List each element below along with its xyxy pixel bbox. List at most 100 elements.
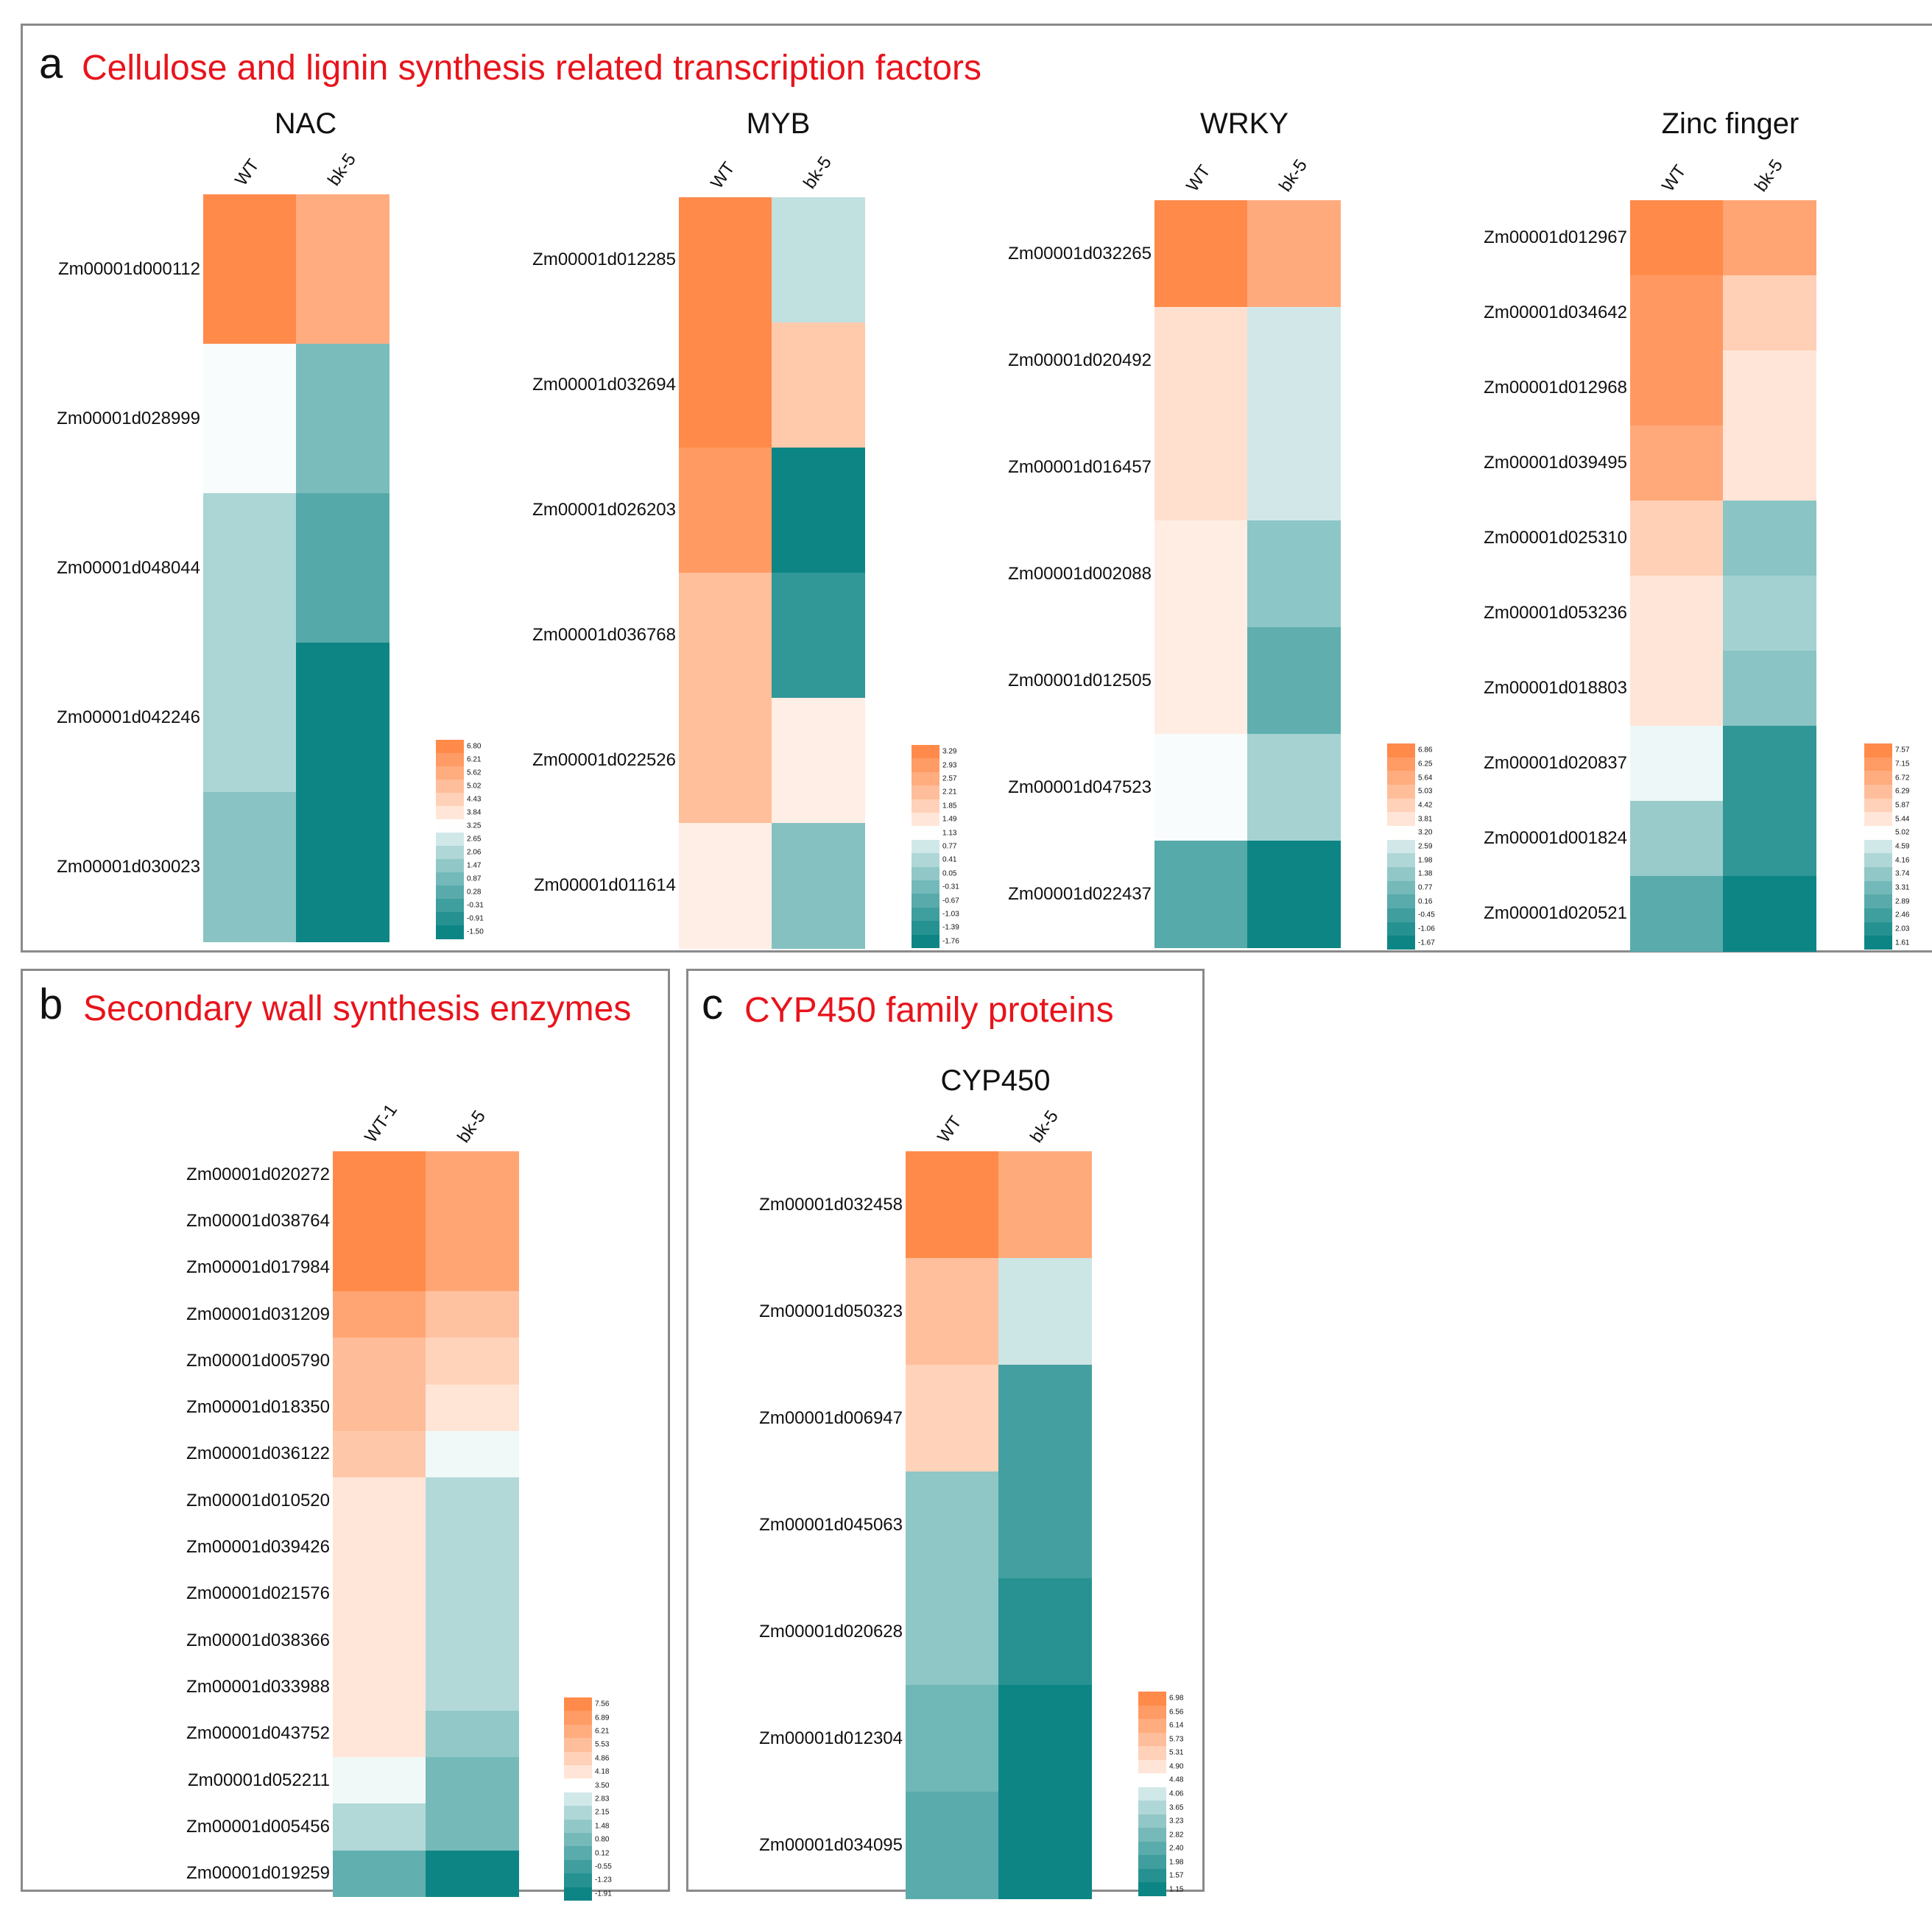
legend-swatch [1864, 867, 1892, 882]
heatmap-cell [426, 1151, 519, 1198]
legend-swatch [1864, 880, 1892, 895]
heatmap-cell [1247, 307, 1341, 414]
heatmap-cell [1723, 576, 1816, 651]
heatmap-cell [1630, 576, 1724, 651]
row-label: Zm00001d048044 [57, 557, 200, 578]
legend-tick-label: 2.46 [1895, 911, 1910, 919]
legend-swatch [564, 1751, 592, 1766]
legend-swatch [436, 886, 464, 900]
heatmap-cell [1154, 200, 1248, 308]
legend-tick-label: 2.89 [1895, 897, 1910, 906]
legend-tick-label: 0.12 [595, 1849, 610, 1858]
legend-tick-label: -0.55 [595, 1862, 612, 1871]
heatmap-cell [906, 1151, 999, 1259]
row-label: Zm00001d011614 [533, 875, 676, 895]
heatmap-cell [772, 698, 865, 824]
legend-tick-label: 4.16 [1895, 856, 1910, 865]
legend-tick-label: 6.21 [595, 1727, 610, 1736]
legend-swatch [912, 880, 939, 894]
legend-tick-label: 2.82 [1169, 1831, 1184, 1840]
heatmap-cell [333, 1290, 426, 1338]
legend-tick-label: 0.41 [942, 855, 957, 864]
heatmap-cell [426, 1570, 519, 1618]
legend-swatch [1138, 1882, 1166, 1897]
heatmap-cell [1154, 627, 1248, 735]
legend-tick-label: 6.25 [1418, 760, 1433, 768]
heatmap-cell [998, 1685, 1092, 1792]
heatmap-cell [426, 1338, 519, 1385]
row-label: Zm00001d025310 [1484, 528, 1627, 548]
heatmap-cell [998, 1792, 1092, 1899]
legend-swatch [1138, 1868, 1166, 1883]
heatmap-cell [772, 823, 865, 949]
heatmap-cell [203, 194, 297, 344]
row-label: Zm00001d022437 [1008, 883, 1152, 904]
heatmap-cell [1247, 841, 1341, 948]
legend-swatch [436, 912, 464, 926]
legend-swatch [1387, 757, 1415, 771]
legend-tick-label: 1.49 [942, 815, 957, 824]
row-label: Zm00001d020272 [186, 1164, 330, 1184]
heatmap-cell [906, 1685, 999, 1792]
legend-swatch [564, 1833, 592, 1847]
row-label: Zm00001d042246 [57, 707, 200, 727]
legend-tick-label: 4.18 [595, 1767, 610, 1776]
heatmap-cell [333, 1477, 426, 1524]
panel-a-title: Cellulose and lignin synthesis related t… [82, 49, 981, 88]
legend-swatch [436, 753, 464, 767]
legend-swatch [436, 806, 464, 820]
legend-swatch [1138, 1773, 1166, 1788]
legend-tick-label: 1.98 [1169, 1858, 1184, 1867]
heatmap-cell [906, 1471, 999, 1579]
row-label: Zm00001d001824 [1484, 828, 1627, 848]
heatmap-cell [296, 344, 389, 494]
legend-swatch [564, 1765, 592, 1779]
legend-tick-label: 3.81 [1418, 815, 1433, 824]
heatmap-cell [1723, 726, 1816, 802]
heatmap-cell [679, 573, 772, 699]
legend-swatch [1138, 1719, 1166, 1734]
legend-tick-label: 6.89 [595, 1714, 610, 1723]
heatmap-cell [1723, 350, 1816, 426]
color-legend [436, 740, 464, 939]
row-label: Zm00001d053236 [1484, 603, 1627, 623]
row-label: Zm00001d012968 [1484, 378, 1627, 398]
legend-swatch [912, 907, 939, 922]
legend-swatch [436, 819, 464, 833]
heatmap-cell [906, 1258, 999, 1365]
row-label: Zm00001d012967 [1484, 227, 1627, 247]
legend-swatch [912, 758, 939, 773]
legend-tick-label: 5.44 [1895, 815, 1910, 824]
heatmap-cell [1154, 414, 1248, 521]
legend-swatch [912, 866, 939, 881]
heatmap-cell [333, 1151, 426, 1198]
legend-tick-label: 2.83 [595, 1795, 610, 1803]
legend-swatch [1864, 922, 1892, 936]
heatmap-cell [679, 698, 772, 824]
legend-swatch [564, 1873, 592, 1888]
legend-swatch [912, 745, 939, 759]
legend-swatch [564, 1859, 592, 1874]
heatmap-cell [333, 1850, 426, 1898]
legend-swatch [436, 925, 464, 939]
legend-tick-label: 2.65 [467, 835, 482, 844]
legend-tick-label: -0.45 [1418, 911, 1435, 919]
heatmap-cell [1154, 307, 1248, 414]
legend-swatch [1138, 1801, 1166, 1815]
heatmap-cell [679, 448, 772, 573]
legend-swatch [1864, 826, 1892, 841]
legend-tick-label: 6.98 [1169, 1694, 1184, 1703]
legend-tick-label: 1.15 [1169, 1885, 1184, 1894]
legend-tick-label: 2.59 [1418, 842, 1433, 851]
row-label: Zm00001d052211 [187, 1770, 330, 1790]
heatmap-cell [1723, 876, 1816, 952]
panel-b-letter: b [39, 981, 63, 1028]
row-label: Zm00001d045063 [759, 1514, 903, 1535]
legend-tick-label: 4.86 [595, 1754, 610, 1763]
heatmap-cell [333, 1384, 426, 1432]
heatmap-cell [998, 1151, 1092, 1259]
legend-tick-label: 5.62 [467, 768, 482, 777]
heatmap-cell [203, 643, 297, 793]
heatmap-title: MYB [746, 107, 811, 140]
legend-swatch [1387, 922, 1415, 936]
